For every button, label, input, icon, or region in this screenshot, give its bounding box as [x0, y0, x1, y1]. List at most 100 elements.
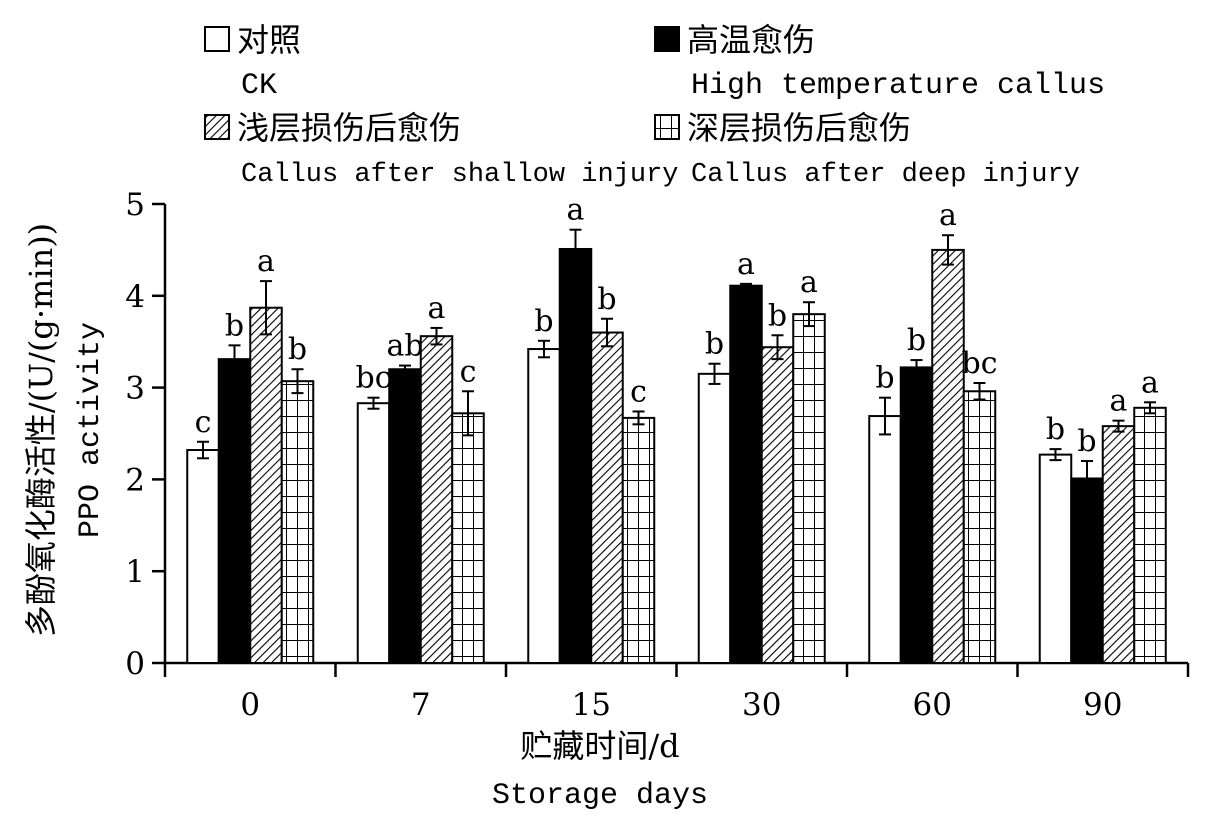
- bar: [527, 348, 561, 664]
- legend-item: 对照 CK: [204, 21, 301, 103]
- significance-label: b: [1077, 424, 1096, 459]
- error-bar: [430, 326, 443, 346]
- bar: [962, 390, 997, 664]
- bar: [356, 402, 391, 664]
- significance-label: ab: [386, 329, 423, 364]
- legend-label-cn: 对照: [237, 21, 301, 59]
- legend-label-en: Callus after deep injury: [691, 160, 1080, 190]
- error-bar: [910, 359, 923, 376]
- error-bar: [260, 280, 272, 336]
- x-tick-label: 15: [572, 687, 611, 723]
- error-bar: [879, 396, 891, 436]
- x-axis-title-en: Storage days: [492, 779, 708, 813]
- bar: [1038, 453, 1073, 665]
- bar: [590, 331, 624, 664]
- error-bar: [228, 344, 241, 374]
- error-bar: [1144, 401, 1156, 415]
- bar: [899, 366, 934, 664]
- bar: [388, 368, 422, 664]
- bar: [249, 306, 283, 664]
- error-bar: [1112, 419, 1125, 433]
- significance-label: a: [737, 247, 755, 282]
- significance-label: a: [800, 265, 818, 300]
- axis-titles: 多酚氧化酶活性/(U/(g·min)) PPO activity 贮藏时间/d …: [22, 223, 708, 813]
- y-tick-label: 2: [125, 462, 145, 498]
- bar: [697, 372, 732, 664]
- legend-label-en: High temperature callus: [691, 69, 1105, 103]
- bar: [931, 248, 965, 664]
- error-bar: [973, 382, 986, 401]
- error-bar: [291, 368, 304, 395]
- error-bar: [1081, 460, 1093, 497]
- bar: [1133, 406, 1167, 664]
- significance-label: b: [907, 323, 926, 358]
- error-bar: [367, 396, 380, 410]
- significance-label: b: [225, 308, 244, 343]
- error-bar: [942, 234, 954, 266]
- error-bar: [569, 228, 582, 270]
- legend-label-cn: 高温愈伤: [687, 21, 815, 59]
- error-bar: [771, 334, 784, 361]
- significance-label: b: [288, 332, 307, 367]
- error-bar: [1049, 448, 1062, 462]
- legend-label-en: Callus after shallow injury: [241, 160, 678, 190]
- significance-label: a: [1141, 365, 1159, 400]
- legend-swatch: [204, 114, 230, 140]
- bar: [760, 346, 795, 664]
- y-tick-label: 4: [125, 279, 145, 315]
- bar: [186, 449, 220, 664]
- significance-label: c: [460, 354, 477, 389]
- legend-label-cn: 浅层损伤后愈伤: [237, 109, 461, 147]
- legend-swatch: [654, 26, 680, 52]
- y-axis-title-en: PPO activity: [74, 322, 108, 538]
- error-bar: [197, 440, 209, 460]
- error-bar: [462, 390, 474, 437]
- y-tick-label: 5: [125, 187, 145, 223]
- bar: [792, 313, 826, 664]
- significance-label: a: [939, 198, 957, 233]
- bar: [868, 415, 902, 665]
- legend-item: 高温愈伤 High temperature callus: [654, 21, 1105, 103]
- legend-swatch: [654, 114, 680, 140]
- error-bar: [632, 410, 645, 426]
- bar: [280, 380, 315, 664]
- axes: 0 1 2 3 4 5 0 7 15 30 60 90: [125, 187, 1190, 723]
- legend-swatch: [204, 26, 230, 52]
- significance-label: b: [705, 327, 724, 362]
- significance-label: bc: [961, 346, 997, 381]
- x-tick-label: 90: [1083, 687, 1122, 723]
- significance-label: b: [534, 304, 553, 339]
- legend-label-en: CK: [241, 69, 277, 103]
- y-tick-label: 0: [125, 646, 145, 682]
- significance-label: b: [1046, 412, 1065, 447]
- y-tick-label: 1: [125, 554, 145, 590]
- error-bar: [601, 317, 613, 348]
- error-bar: [538, 339, 550, 359]
- x-tick-label: 30: [742, 687, 781, 723]
- x-axis-title-cn: 贮藏时间/d: [520, 727, 679, 765]
- legend-label-cn: 深层损伤后愈伤: [687, 109, 911, 147]
- error-bar: [803, 301, 815, 328]
- significance-label: a: [567, 193, 585, 228]
- significance-label: bc: [355, 361, 391, 396]
- significance-label: c: [195, 405, 212, 440]
- bar: [729, 284, 763, 664]
- x-tick-label: 60: [913, 687, 952, 723]
- significance-label: b: [875, 361, 894, 396]
- x-tick-label: 0: [240, 687, 260, 723]
- bar: [451, 412, 485, 664]
- bar: [1101, 425, 1136, 664]
- legend-item: 浅层损伤后愈伤 Callus after shallow injury: [204, 109, 678, 190]
- significance-label: b: [597, 282, 616, 317]
- legend: 对照 CK 高温愈伤 High temperature callus 浅层损伤后愈伤 Ca…: [204, 21, 1105, 190]
- y-tick-label: 3: [125, 371, 145, 407]
- significance-label: b: [768, 298, 787, 333]
- bar: [1070, 477, 1104, 664]
- significance-label: a: [428, 291, 446, 326]
- significance-label: c: [630, 374, 647, 409]
- error-bar: [399, 364, 411, 374]
- x-tick-label: 7: [411, 687, 431, 723]
- bar: [419, 335, 454, 664]
